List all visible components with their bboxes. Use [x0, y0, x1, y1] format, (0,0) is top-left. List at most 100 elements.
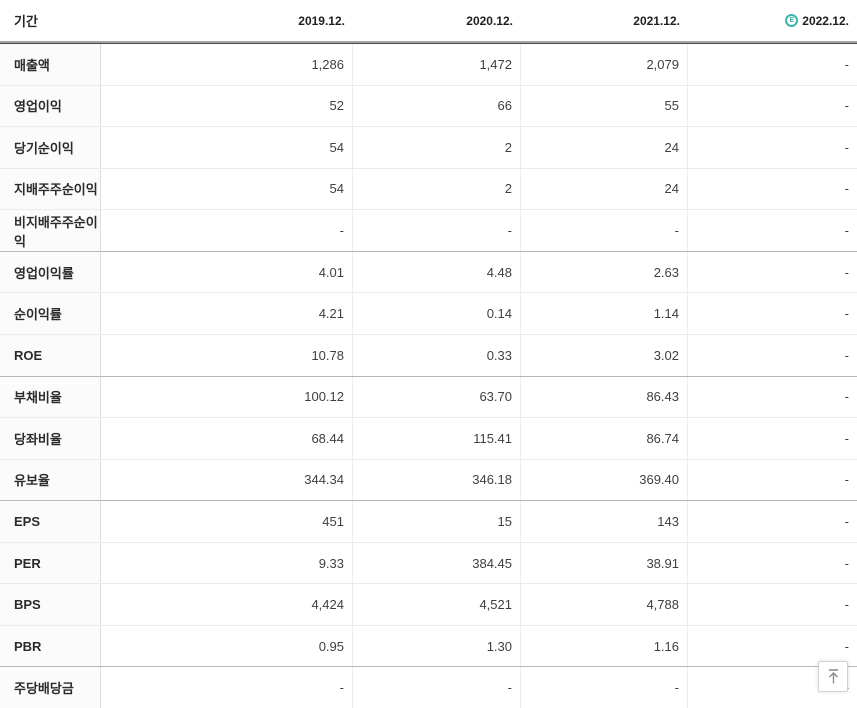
value-cell: 2,079 [521, 44, 688, 85]
value-cell: 86.43 [521, 376, 688, 418]
value-cell: - [101, 667, 353, 708]
value-cell: 2 [353, 168, 521, 210]
column-header-202212: E 2022.12. [688, 14, 857, 28]
value-cell: 4,788 [521, 584, 688, 625]
table-row: 유보율 344.34 346.18 369.40 - [0, 458, 857, 501]
value-cell: - [844, 513, 849, 529]
arrow-up-to-top-icon [826, 668, 841, 685]
value-cell: 0.33 [353, 334, 521, 376]
value-cell: 384.45 [353, 542, 521, 584]
column-header-label: 2019.12. [298, 13, 345, 28]
value-cell: 143 [521, 501, 688, 542]
row-label: 지배주주순이익 [0, 168, 101, 210]
column-header-label: 2021.12. [633, 13, 680, 28]
value-cell: - [844, 56, 849, 72]
table-row: 주당배당금---- [0, 666, 857, 708]
value-cell: 54 [101, 168, 353, 210]
value-cell: 1.14 [521, 293, 688, 334]
row-label: 매출액 [0, 44, 101, 85]
value-cell: 2.63 [521, 251, 688, 293]
value-cell: - [844, 430, 849, 446]
row-label: 부채비율 [0, 376, 101, 418]
value-cell: - [844, 264, 849, 280]
value-cell: - [844, 597, 849, 613]
value-cell: - [844, 181, 849, 197]
column-header-period: 기간 [14, 14, 38, 29]
value-cell: 63.70 [353, 376, 521, 418]
row-label: ROE [0, 334, 101, 376]
value-cell: - [844, 347, 849, 363]
value-cell: 1,472 [353, 44, 521, 85]
value-cell: - [521, 667, 688, 708]
row-label: 유보율 [0, 459, 101, 501]
value-cell: - [844, 98, 849, 114]
value-cell: 4,521 [353, 584, 521, 625]
value-cell: 10.78 [101, 334, 353, 376]
table-row: 영업이익률 4.01 4.48 2.63 - [0, 250, 857, 293]
table-row: 당좌비율 68.44 115.41 86.74 - [0, 417, 857, 459]
value-cell: 0.14 [353, 293, 521, 334]
table-row: PBR 0.95 1.30 1.16 - [0, 624, 857, 667]
value-cell: 0.95 [101, 625, 353, 667]
value-cell: 115.41 [353, 418, 521, 459]
table-body: 매출액 1,286 1,472 2,079- 영업이익 52 66 55- 당기순이익 54 2 24… [0, 44, 857, 708]
value-cell: 4.01 [101, 251, 353, 293]
value-cell: 24 [521, 127, 688, 168]
value-cell: - [844, 472, 849, 488]
row-label: 당기순이익 [0, 127, 101, 168]
value-cell: 4,424 [101, 584, 353, 625]
table-row: 영업이익 52 66 55 - [0, 84, 857, 127]
value-cell: 344.34 [101, 459, 353, 501]
value-cell: - [844, 139, 849, 155]
value-cell: 68.44 [101, 418, 353, 459]
table-row: 부채비율 100.12 63.70 86.43 - [0, 375, 857, 418]
value-cell: - [844, 638, 849, 654]
value-cell: - [101, 210, 353, 251]
column-header-201912: 2019.12. [101, 14, 353, 28]
table-row: 순이익률 4.21 0.14 1.14 - [0, 292, 857, 334]
row-label: PBR [0, 625, 101, 667]
row-label: 영업이익률 [0, 251, 101, 293]
row-label: 순이익률 [0, 293, 101, 334]
table-row: BPS 4,424 4,521 4,788 - [0, 583, 857, 625]
table-row: EPS 451 15 143 - [0, 500, 857, 542]
value-cell: 3.02 [521, 334, 688, 376]
table-row: 당기순이익 54 2 24 - [0, 126, 857, 168]
table-row: ROE 10.78 0.33 3.02 - [0, 333, 857, 376]
value-cell: 66 [353, 85, 521, 127]
value-cell: - [353, 667, 521, 708]
header-divider [0, 41, 857, 44]
table-row: PER 9.33 384.45 38.91 - [0, 541, 857, 584]
value-cell: 9.33 [101, 542, 353, 584]
value-cell: - [521, 210, 688, 251]
value-cell: 100.12 [101, 376, 353, 418]
value-cell: 15 [353, 501, 521, 542]
column-header-label: 2020.12. [466, 13, 513, 28]
value-cell: - [844, 555, 849, 571]
value-cell: - [844, 223, 849, 239]
row-label: 주당배당금 [0, 667, 101, 708]
value-cell: 1,286 [101, 44, 353, 85]
value-cell: 54 [101, 127, 353, 168]
value-cell: 52 [101, 85, 353, 127]
value-cell: 369.40 [521, 459, 688, 501]
value-cell: 38.91 [521, 542, 688, 584]
table-row: 비지배주주순이익 - - - - [0, 209, 857, 251]
row-label: 당좌비율 [0, 418, 101, 459]
table-row: 지배주주순이익 54 2 24 - [0, 167, 857, 210]
table-header: 기간 2019.12. 2020.12. 2021.12. E 2022.12. [0, 0, 857, 41]
value-cell: 1.30 [353, 625, 521, 667]
value-cell: 4.48 [353, 251, 521, 293]
column-header-202012: 2020.12. [353, 14, 521, 28]
value-cell: 2 [353, 127, 521, 168]
value-cell: 1.16 [521, 625, 688, 667]
row-label: BPS [0, 584, 101, 625]
column-header-202112: 2021.12. [521, 14, 688, 28]
row-label: 비지배주주순이익 [0, 210, 101, 251]
value-cell: 55 [521, 85, 688, 127]
scroll-to-top-button[interactable] [818, 661, 848, 692]
column-header-label: 2022.12. [802, 13, 849, 28]
row-label: EPS [0, 501, 101, 542]
value-cell: 86.74 [521, 418, 688, 459]
